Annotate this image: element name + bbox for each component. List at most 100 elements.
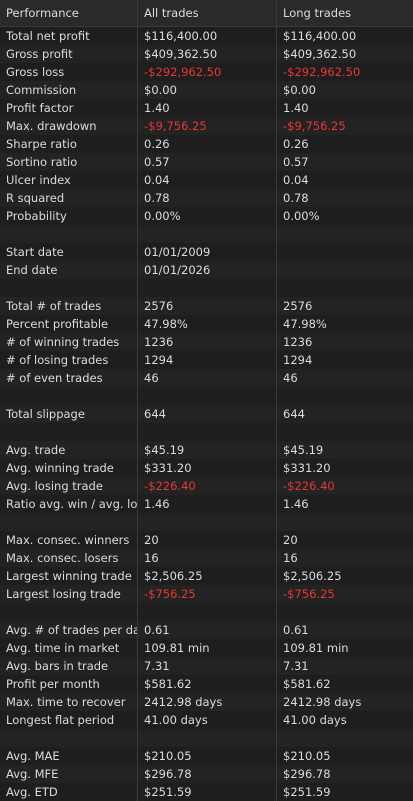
table-row[interactable]: Sortino ratio 0.57 0.57: [0, 153, 413, 171]
all-trades-value: 41.00 days: [138, 711, 277, 729]
all-trades-value: [138, 225, 277, 243]
all-trades-value: 0.61: [138, 621, 277, 639]
row-label: Avg. # of trades per day: [0, 621, 138, 639]
table-row[interactable]: [0, 279, 413, 297]
table-row[interactable]: [0, 603, 413, 621]
all-trades-value: $581.62: [138, 675, 277, 693]
table-row[interactable]: # of even trades 46 46: [0, 369, 413, 387]
row-label: Gross profit: [0, 45, 138, 63]
all-trades-value: 2576: [138, 297, 277, 315]
long-trades-value: -$292,962.50: [283, 65, 361, 79]
grid-header: Performance All trades Long trades: [0, 0, 413, 27]
table-row[interactable]: [0, 513, 413, 531]
table-row[interactable]: # of losing trades 1294 1294: [0, 351, 413, 369]
table-row[interactable]: Avg. # of trades per day 0.61 0.61: [0, 621, 413, 639]
long-trades-value: [277, 261, 413, 279]
row-label: Longest flat period: [0, 711, 138, 729]
table-row[interactable]: Percent profitable 47.98% 47.98%: [0, 315, 413, 333]
row-label: # of winning trades: [0, 333, 138, 351]
table-row[interactable]: Gross profit $409,362.50 $409,362.50: [0, 45, 413, 63]
table-row[interactable]: Avg. MFE $296.78 $296.78: [0, 765, 413, 783]
header-long-trades[interactable]: Long trades: [283, 6, 352, 20]
long-trades-value: 0.57: [283, 155, 309, 169]
table-row[interactable]: Commission $0.00 $0.00: [0, 81, 413, 99]
long-trades-value: $2,506.25: [283, 569, 342, 583]
table-row[interactable]: Total net profit $116,400.00 $116,400.00: [0, 27, 413, 45]
table-row[interactable]: Largest winning trade $2,506.25 $2,506.25: [0, 567, 413, 585]
long-trades-value: 46: [283, 371, 298, 385]
long-trades-value: $45.19: [283, 443, 324, 457]
table-row[interactable]: Max. time to recover 2412.98 days 2412.98 …: [0, 693, 413, 711]
row-label: [0, 603, 138, 621]
table-row[interactable]: Max. drawdown -$9,756.25 -$9,756.25: [0, 117, 413, 135]
table-row[interactable]: Longest flat period 41.00 days 41.00 days: [0, 711, 413, 729]
all-trades-value: [138, 603, 277, 621]
long-trades-value: 0.78: [283, 191, 309, 205]
long-trades-value: [277, 603, 413, 621]
all-trades-value: 2412.98 days: [138, 693, 277, 711]
all-trades-value: 01/01/2026: [138, 261, 277, 279]
long-trades-value: 47.98%: [283, 317, 327, 331]
all-trades-value: $296.78: [138, 765, 277, 783]
long-trades-value: [277, 225, 413, 243]
table-row[interactable]: Gross loss -$292,962.50 -$292,962.50: [0, 63, 413, 81]
all-trades-value: 1236: [138, 333, 277, 351]
row-label: End date: [0, 261, 138, 279]
long-trades-value: $296.78: [283, 767, 331, 781]
all-trades-value: 109.81 min: [138, 639, 277, 657]
row-label: Total slippage: [0, 405, 138, 423]
table-row[interactable]: Avg. losing trade -$226.40 -$226.40: [0, 477, 413, 495]
table-row[interactable]: [0, 387, 413, 405]
table-row[interactable]: Ulcer index 0.04 0.04: [0, 171, 413, 189]
table-row[interactable]: R squared 0.78 0.78: [0, 189, 413, 207]
row-label: Largest winning trade: [0, 567, 138, 585]
long-trades-value: 20: [283, 533, 298, 547]
all-trades-value: [138, 423, 277, 441]
row-label: Avg. time in market: [0, 639, 138, 657]
header-all-trades[interactable]: All trades: [138, 0, 277, 26]
table-row[interactable]: Avg. trade $45.19 $45.19: [0, 441, 413, 459]
row-label: Avg. MFE: [0, 765, 138, 783]
long-trades-value: 16: [283, 551, 298, 565]
table-row[interactable]: Ratio avg. win / avg. los 1.46 1.46: [0, 495, 413, 513]
table-row[interactable]: [0, 225, 413, 243]
table-row[interactable]: Profit per month $581.62 $581.62: [0, 675, 413, 693]
table-row[interactable]: [0, 423, 413, 441]
table-row[interactable]: Total slippage 644 644: [0, 405, 413, 423]
table-row[interactable]: # of winning trades 1236 1236: [0, 333, 413, 351]
row-label: # of even trades: [0, 369, 138, 387]
all-trades-value: $0.00: [138, 81, 277, 99]
table-row[interactable]: Largest losing trade -$756.25 -$756.25: [0, 585, 413, 603]
row-label: Start date: [0, 243, 138, 261]
table-row[interactable]: Max. consec. losers 16 16: [0, 549, 413, 567]
table-row[interactable]: End date 01/01/2026: [0, 261, 413, 279]
all-trades-value: 7.31: [138, 657, 277, 675]
long-trades-value: $251.59: [283, 785, 331, 799]
table-row[interactable]: Probability 0.00% 0.00%: [0, 207, 413, 225]
row-label: [0, 513, 138, 531]
table-row[interactable]: Avg. ETD $251.59 $251.59: [0, 783, 413, 801]
all-trades-value: 1.40: [138, 99, 277, 117]
header-performance[interactable]: Performance: [0, 0, 138, 26]
long-trades-value: 7.31: [283, 659, 309, 673]
long-trades-value: [277, 279, 413, 297]
all-trades-value: [138, 387, 277, 405]
table-row[interactable]: Total # of trades 2576 2576: [0, 297, 413, 315]
all-trades-value: -$292,962.50: [138, 63, 277, 81]
table-row[interactable]: Sharpe ratio 0.26 0.26: [0, 135, 413, 153]
long-trades-value: [277, 243, 413, 261]
table-row[interactable]: Profit factor 1.40 1.40: [0, 99, 413, 117]
table-row[interactable]: Avg. MAE $210.05 $210.05: [0, 747, 413, 765]
row-label: # of losing trades: [0, 351, 138, 369]
row-label: [0, 729, 138, 747]
table-row[interactable]: Avg. winning trade $331.20 $331.20: [0, 459, 413, 477]
table-row[interactable]: Start date 01/01/2009: [0, 243, 413, 261]
table-row[interactable]: Avg. time in market 109.81 min 109.81 min: [0, 639, 413, 657]
table-row[interactable]: Max. consec. winners 20 20: [0, 531, 413, 549]
table-row[interactable]: Avg. bars in trade 7.31 7.31: [0, 657, 413, 675]
long-trades-value: 2576: [283, 299, 313, 313]
row-label: Max. drawdown: [0, 117, 138, 135]
table-row[interactable]: [0, 729, 413, 747]
all-trades-value: 47.98%: [138, 315, 277, 333]
